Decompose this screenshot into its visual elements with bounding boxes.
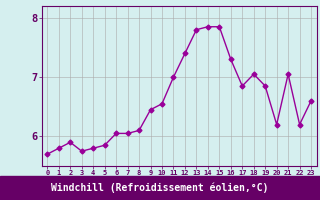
Text: Windchill (Refroidissement éolien,°C): Windchill (Refroidissement éolien,°C) bbox=[51, 183, 269, 193]
